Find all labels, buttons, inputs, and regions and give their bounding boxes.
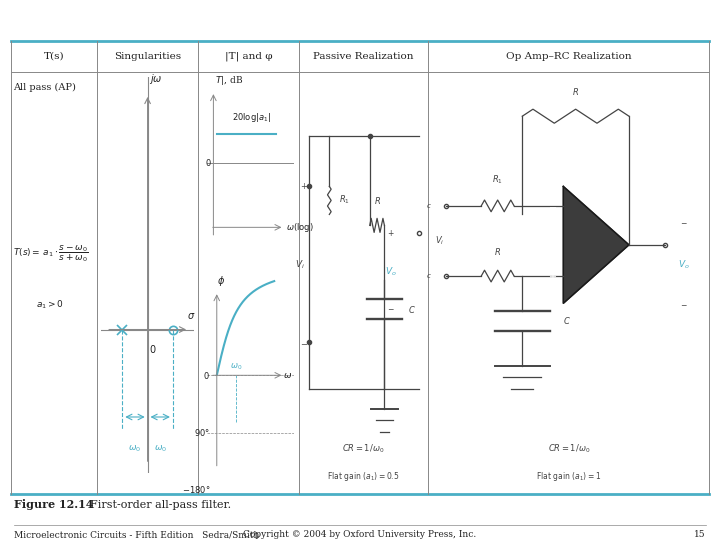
Text: $V_i$: $V_i$: [295, 258, 305, 271]
Text: $\sigma$: $\sigma$: [186, 311, 195, 321]
Text: $j\omega$: $j\omega$: [150, 72, 163, 86]
Text: $\omega(\log)$: $\omega(\log)$: [287, 221, 314, 234]
Text: $R_1$: $R_1$: [339, 194, 350, 206]
Text: $C$: $C$: [408, 303, 415, 315]
Text: $\phi$: $\phi$: [217, 274, 225, 288]
Text: $R$: $R$: [374, 195, 381, 206]
Text: All pass (AP): All pass (AP): [13, 83, 76, 92]
Text: $CR = 1/\omega_0$: $CR = 1/\omega_0$: [548, 443, 590, 455]
Text: Flat gain $(a_1) = 1$: Flat gain $(a_1) = 1$: [536, 470, 601, 483]
Text: 15: 15: [694, 530, 706, 539]
Text: T(s): T(s): [44, 52, 64, 60]
Text: $a_1 > 0$: $a_1 > 0$: [37, 299, 64, 312]
Text: $0$: $0$: [204, 157, 212, 168]
Text: $90°$: $90°$: [194, 427, 210, 438]
Text: $V_i$: $V_i$: [435, 235, 444, 247]
Text: Copyright © 2004 by Oxford University Press, Inc.: Copyright © 2004 by Oxford University Pr…: [243, 530, 477, 539]
Text: $-$: $-$: [680, 299, 688, 308]
Text: $c$: $c$: [426, 202, 432, 210]
Text: $T|$, dB: $T|$, dB: [215, 75, 243, 87]
Text: $c$: $c$: [426, 272, 432, 280]
Text: $\omega$: $\omega$: [283, 371, 292, 380]
Text: $-$: $-$: [680, 217, 688, 226]
Text: $0$: $0$: [203, 370, 210, 381]
Text: $-180°$: $-180°$: [181, 484, 210, 495]
Text: $R$: $R$: [572, 86, 579, 97]
Text: $CR = 1/\omega_0$: $CR = 1/\omega_0$: [343, 443, 384, 455]
Text: First-order all-pass filter.: First-order all-pass filter.: [83, 500, 231, 510]
Text: Op Amp–RC Realization: Op Amp–RC Realization: [506, 52, 631, 60]
Text: $R$: $R$: [494, 246, 501, 256]
Text: $\omega_0$: $\omega_0$: [128, 444, 142, 454]
Text: $+$: $+$: [300, 181, 307, 191]
Text: Microelectronic Circuits - Fifth Edition   Sedra/Smith: Microelectronic Circuits - Fifth Edition…: [14, 530, 260, 539]
Text: $0$: $0$: [150, 343, 157, 355]
Text: Passive Realization: Passive Realization: [313, 52, 414, 60]
Text: $T(s) = \,a_1 \cdot \dfrac{s - \omega_0}{s + \omega_0}$: $T(s) = \,a_1 \cdot \dfrac{s - \omega_0}…: [13, 244, 88, 264]
Text: |T| and φ: |T| and φ: [225, 51, 272, 61]
Text: $-$: $-$: [300, 338, 307, 347]
Text: Figure 12.14: Figure 12.14: [14, 500, 94, 510]
Text: $V_o$: $V_o$: [384, 266, 397, 279]
Text: $+$: $+$: [387, 228, 395, 238]
Text: Flat gain $(a_1) = 0.5$: Flat gain $(a_1) = 0.5$: [328, 470, 400, 483]
Text: $C$: $C$: [563, 315, 571, 326]
Text: $-$: $-$: [387, 303, 395, 312]
Text: $V_o$: $V_o$: [678, 258, 690, 271]
Text: $+$: $+$: [548, 271, 557, 281]
Text: $\omega_0$: $\omega_0$: [153, 444, 167, 454]
Text: $R_1$: $R_1$: [492, 174, 503, 186]
Text: Singularities: Singularities: [114, 52, 181, 60]
Text: $-$: $-$: [548, 201, 557, 211]
Polygon shape: [563, 186, 629, 303]
Text: $\omega_0$: $\omega_0$: [230, 361, 243, 372]
Text: $20\log|a_1|$: $20\log|a_1|$: [232, 111, 271, 124]
